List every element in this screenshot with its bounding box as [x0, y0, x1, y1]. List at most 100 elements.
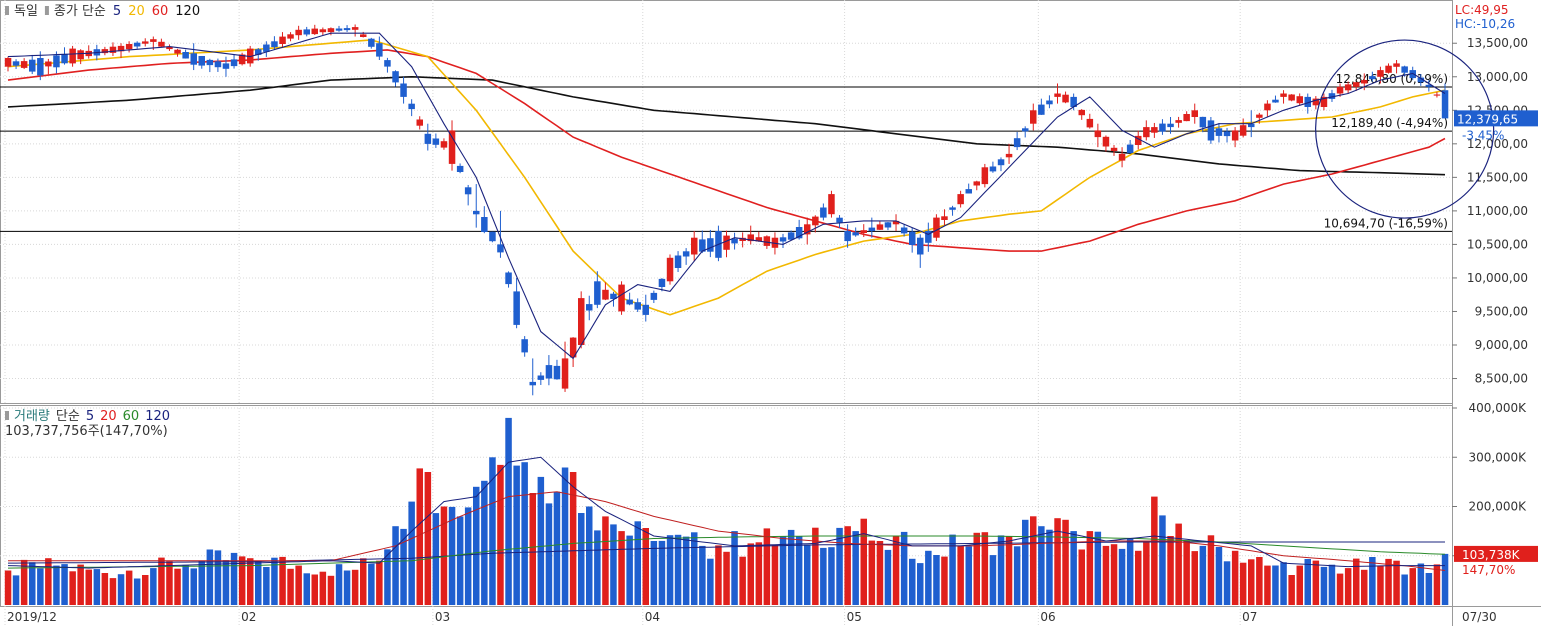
volume-bar[interactable]	[489, 457, 496, 606]
candle-body[interactable]	[109, 46, 117, 53]
volume-bar[interactable]	[1328, 564, 1336, 605]
volume-bar[interactable]	[166, 561, 173, 605]
volume-bar[interactable]	[263, 567, 270, 605]
volume-bar[interactable]	[755, 542, 763, 605]
candle-body[interactable]	[666, 257, 674, 282]
candle-body[interactable]	[561, 358, 569, 389]
candle-body[interactable]	[1086, 118, 1094, 128]
candle-body[interactable]	[1054, 93, 1061, 97]
candle-body[interactable]	[513, 291, 520, 325]
candle-body[interactable]	[691, 237, 698, 255]
candle-body[interactable]	[142, 41, 149, 44]
candle-body[interactable]	[674, 255, 682, 269]
candle-body[interactable]	[158, 41, 165, 47]
volume-bar[interactable]	[941, 556, 948, 605]
candle-body[interactable]	[408, 103, 415, 110]
volume-bar[interactable]	[521, 462, 528, 605]
volume-bar[interactable]	[101, 573, 109, 605]
candle-body[interactable]	[521, 339, 528, 353]
volume-bar[interactable]	[1183, 540, 1190, 605]
volume-bar[interactable]	[376, 560, 383, 605]
candle-body[interactable]	[101, 49, 109, 54]
volume-bar[interactable]	[4, 570, 12, 606]
candle-body[interactable]	[1288, 94, 1295, 101]
volume-bar[interactable]	[820, 547, 827, 605]
volume-bar[interactable]	[917, 563, 924, 605]
volume-bar[interactable]	[481, 480, 488, 605]
candle-body[interactable]	[537, 375, 545, 380]
candle-body[interactable]	[876, 224, 884, 230]
volume-bar[interactable]	[497, 464, 504, 605]
candle-body[interactable]	[4, 58, 12, 67]
candle-body[interactable]	[1256, 114, 1263, 118]
volume-bar[interactable]	[723, 551, 730, 605]
volume-bar[interactable]	[707, 558, 714, 605]
candle-body[interactable]	[456, 165, 464, 172]
volume-bar[interactable]	[1353, 558, 1360, 605]
candle-body[interactable]	[1248, 123, 1255, 128]
candle-body[interactable]	[578, 298, 585, 345]
candle-body[interactable]	[432, 138, 440, 145]
volume-bar[interactable]	[416, 468, 424, 605]
volume-bar[interactable]	[594, 530, 601, 605]
candle-body[interactable]	[1038, 104, 1045, 115]
candle-body[interactable]	[464, 187, 472, 195]
volume-bar[interactable]	[1013, 546, 1021, 605]
volume-bar[interactable]	[279, 556, 286, 605]
candle-body[interactable]	[255, 49, 262, 55]
volume-bar[interactable]	[1336, 573, 1344, 605]
volume-bar[interactable]	[190, 568, 198, 605]
volume-bar[interactable]	[618, 531, 625, 605]
volume-bar[interactable]	[311, 574, 319, 606]
volume-bar[interactable]	[1361, 569, 1368, 605]
candle-body[interactable]	[1328, 93, 1336, 99]
candle-body[interactable]	[933, 217, 940, 238]
volume-bar[interactable]	[1248, 559, 1255, 605]
candle-body[interactable]	[448, 130, 456, 164]
volume-bar[interactable]	[69, 571, 76, 605]
volume-bar[interactable]	[537, 476, 545, 605]
candle-body[interactable]	[53, 55, 60, 68]
candle-body[interactable]	[1094, 130, 1102, 138]
volume-bar[interactable]	[1239, 562, 1247, 605]
volume-bar[interactable]	[287, 568, 294, 605]
volume-bar[interactable]	[699, 545, 706, 605]
volume-bar[interactable]	[828, 547, 835, 605]
volume-bar[interactable]	[1094, 531, 1102, 605]
candle-body[interactable]	[416, 119, 424, 126]
candle-body[interactable]	[20, 61, 28, 68]
candle-body[interactable]	[222, 63, 230, 69]
volume-bar[interactable]	[771, 544, 779, 605]
candle-body[interactable]	[400, 83, 407, 97]
volume-bar[interactable]	[400, 528, 407, 605]
volume-bar[interactable]	[29, 562, 36, 605]
volume-bar[interactable]	[634, 521, 642, 605]
volume-bar[interactable]	[174, 568, 181, 605]
volume-bar[interactable]	[133, 578, 141, 606]
volume-bar[interactable]	[182, 564, 189, 605]
volume-bar[interactable]	[247, 558, 254, 605]
candle-body[interactable]	[804, 224, 811, 235]
candle-body[interactable]	[1159, 123, 1166, 132]
candle-body[interactable]	[303, 29, 311, 35]
volume-bar[interactable]	[1110, 544, 1118, 605]
volume-bar[interactable]	[1175, 523, 1182, 605]
candle-body[interactable]	[1062, 94, 1069, 103]
volume-bar[interactable]	[1280, 562, 1287, 605]
volume-bar[interactable]	[1102, 545, 1110, 605]
candle-body[interactable]	[755, 237, 763, 242]
candle-body[interactable]	[77, 50, 84, 60]
candle-body[interactable]	[214, 61, 222, 68]
candle-body[interactable]	[1143, 127, 1150, 138]
volume-bar[interactable]	[1062, 519, 1069, 605]
candle-body[interactable]	[594, 281, 601, 305]
volume-bar[interactable]	[1070, 531, 1077, 605]
candle-body[interactable]	[747, 234, 755, 242]
volume-bar[interactable]	[1231, 550, 1239, 605]
candle-body[interactable]	[723, 235, 730, 250]
volume-bar[interactable]	[1038, 526, 1045, 605]
candle-body[interactable]	[763, 236, 771, 246]
volume-bar[interactable]	[553, 491, 561, 605]
volume-bar[interactable]	[989, 555, 997, 605]
candle-body[interactable]	[1296, 96, 1304, 104]
